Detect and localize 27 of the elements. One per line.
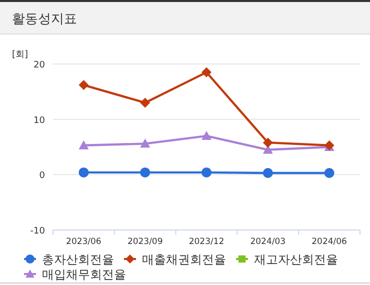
ytick: -10 — [30, 226, 45, 236]
point — [78, 140, 89, 150]
legend-label: 재고자산회전율 — [254, 252, 338, 266]
xtick: 2023/06 — [66, 237, 102, 247]
point — [78, 80, 89, 90]
point — [140, 98, 150, 108]
point — [202, 167, 212, 178]
xtick: 2024/03 — [250, 237, 286, 247]
point — [140, 167, 150, 178]
point — [324, 168, 334, 178]
legend-label: 매출채권회전율 — [142, 252, 226, 266]
legend-label: 총자산회전율 — [42, 252, 114, 266]
ylabel: [회] — [12, 50, 28, 60]
point — [202, 67, 212, 78]
point — [262, 138, 273, 148]
ytick: 0 — [39, 171, 45, 182]
title: 활동성지표 — [12, 12, 77, 27]
point — [202, 130, 212, 140]
point — [78, 167, 89, 178]
xtick: 2023/12 — [188, 237, 224, 247]
xtick: 2023/09 — [127, 237, 163, 247]
ytick: 10 — [34, 116, 45, 126]
ytick: 20 — [34, 60, 45, 70]
xtick: 2024/06 — [312, 237, 347, 247]
point — [262, 168, 273, 178]
point — [140, 138, 150, 148]
legend-label: 매입채무회전율 — [42, 268, 126, 282]
